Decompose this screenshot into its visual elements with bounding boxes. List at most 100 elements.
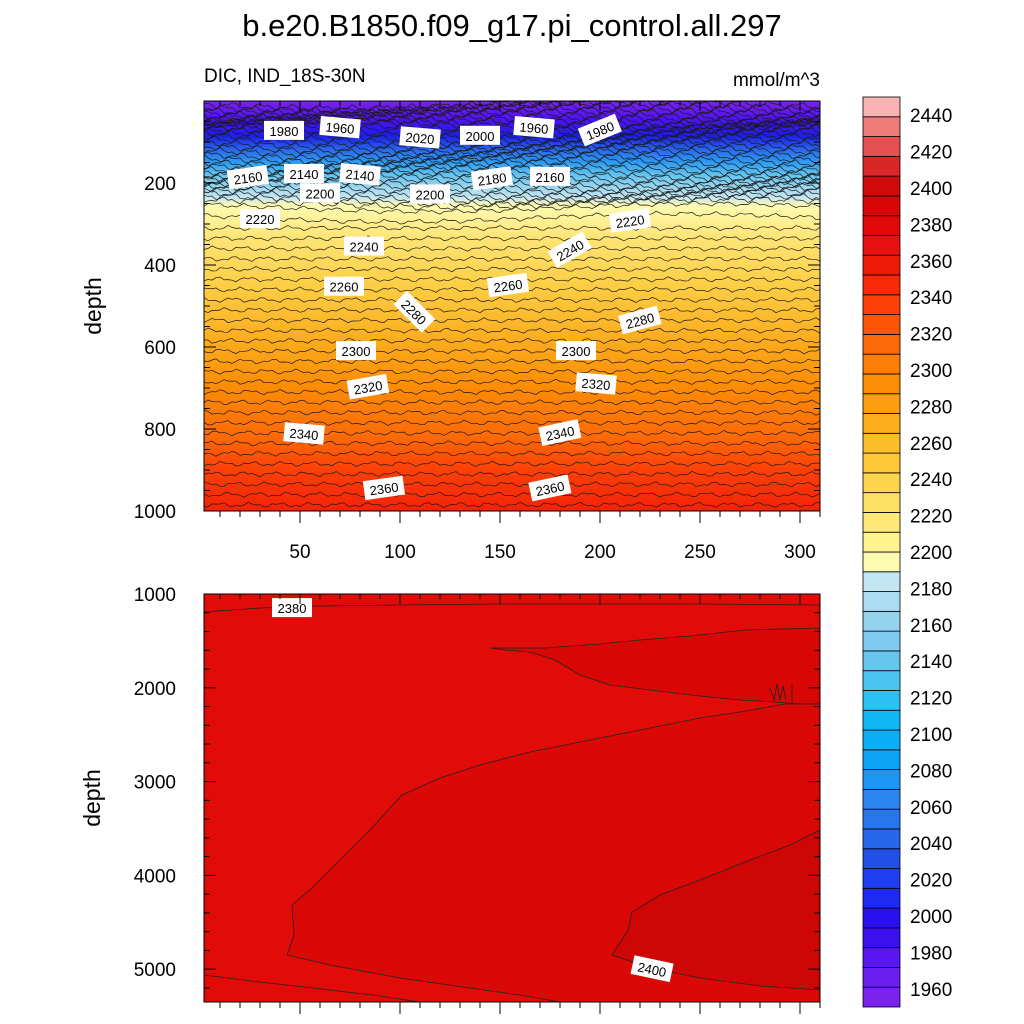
lower-ticks: 1000 2000 3000 4000 5000 (134, 585, 821, 1014)
x-tick-label: 300 (784, 542, 816, 563)
contour-label-box (410, 184, 450, 204)
contour-line (203, 296, 821, 304)
colorbar-box (862, 927, 901, 949)
contour-label-box (344, 236, 384, 256)
x-tick-label: 200 (584, 542, 616, 563)
contour-label-text: 2260 (493, 277, 524, 296)
contour-label-box (547, 231, 592, 268)
contour-label-box (336, 341, 376, 361)
contour-line (203, 101, 821, 117)
upper-y-tick-label: 200 (144, 174, 176, 195)
contour-label-box (528, 474, 572, 502)
contour-label-text: 2220 (246, 212, 275, 227)
lower-y-tick-label: 4000 (134, 866, 176, 887)
colorbar-label: 2320 (910, 325, 952, 346)
contour-line (203, 450, 821, 457)
contour-line (203, 399, 821, 406)
x-tick-label: 150 (484, 542, 516, 563)
upper-plot-fill (204, 101, 820, 511)
lower-panel: 2380 2400 1000 2000 3000 4000 5000 depth (79, 585, 821, 1014)
contour-label: 2300 (336, 341, 376, 361)
lower-contour-labels: 2380 2400 (272, 598, 674, 983)
colorbar-label: 2160 (910, 616, 952, 637)
contour-label: 2180 (470, 166, 514, 191)
contour-label: 2380 (272, 598, 312, 618)
lower-y-axis-title: depth (79, 769, 105, 827)
upper-y-tick-label: 1000 (134, 502, 176, 523)
colorbar-box (862, 788, 901, 810)
colorbar-box (862, 393, 901, 414)
contour-line (203, 491, 821, 498)
x-tick-label: 50 (289, 542, 310, 563)
contour-label: 2280 (618, 305, 662, 335)
colorbar-box (862, 512, 901, 533)
contour-line (203, 419, 821, 426)
x-tick-label: 100 (384, 542, 416, 563)
contour-label-box (319, 115, 361, 139)
contour-label-box (556, 341, 596, 361)
contour-label-box (575, 372, 617, 395)
colorbar-box (862, 254, 901, 276)
contour-line (203, 378, 821, 385)
upper-y-tick-label: 400 (144, 256, 176, 277)
colorbar-label: 2180 (910, 579, 952, 600)
colorbar-box (862, 769, 901, 790)
contour-label-box (470, 166, 514, 191)
colorbar-box (862, 472, 901, 494)
contour-label-box (300, 183, 340, 203)
contour-line (203, 460, 821, 467)
contour-line (203, 409, 821, 416)
contour-label-box (618, 305, 662, 335)
colorbar-box (862, 353, 901, 375)
units-label: mmol/m^3 (733, 70, 820, 91)
colorbar-box (862, 136, 901, 157)
colorbar-label: 2080 (910, 761, 952, 782)
lower-region-2400-deep (611, 829, 821, 991)
contour-label: 1960 (513, 115, 555, 139)
contour-label: 2340 (283, 422, 325, 445)
contour-label: 2360 (362, 475, 406, 501)
contour-label: 2220 (608, 208, 652, 233)
contour-label-box (630, 955, 674, 983)
contour-line (203, 108, 821, 125)
contour-label-box (513, 115, 555, 139)
colorbar-box (862, 155, 901, 177)
variable-label: DIC, IND_18S-30N (204, 66, 366, 87)
contour-label-box (608, 208, 652, 233)
contour-label-text: 2180 (477, 170, 508, 189)
contour-label-box (460, 125, 500, 145)
colorbar-box (862, 650, 901, 672)
contour-label-text: 2000 (466, 129, 495, 144)
colorbar-label: 2140 (910, 652, 952, 673)
colorbar-box (862, 848, 901, 869)
contour-line (203, 255, 821, 262)
contour-label-text: 2260 (330, 280, 359, 295)
contour-label-text: 2200 (416, 188, 445, 203)
contour-label-text: 2220 (615, 212, 646, 231)
lower-contour-bottom-line (203, 974, 421, 1003)
contour-label-text: 2300 (342, 344, 371, 359)
contour-line (203, 111, 821, 127)
contour-label: 1980 (264, 120, 304, 140)
contour-label: 2320 (346, 373, 390, 400)
contour-line (203, 134, 821, 151)
contour-line (203, 347, 821, 355)
contour-label-text: 2160 (536, 170, 565, 185)
contour-label-text: 2360 (534, 479, 565, 500)
colorbar-label: 2280 (910, 397, 952, 418)
contour-label-text: 2360 (369, 479, 400, 498)
contour-line (203, 235, 821, 242)
contour-line (203, 100, 821, 114)
colorbar-boxes (862, 96, 901, 1008)
contour-label-text: 2140 (345, 167, 375, 184)
contour-label-box (283, 422, 325, 445)
colorbar-box (862, 630, 901, 652)
contour-label: 2200 (300, 183, 340, 203)
contour-label-text: 2020 (405, 130, 435, 147)
colorbar-label: 2340 (910, 288, 952, 309)
upper-contour-lines (203, 100, 821, 509)
contour-label-text: 2320 (353, 378, 384, 398)
contour-label-text: 2320 (581, 376, 611, 393)
contour-label-text: 2280 (624, 310, 656, 332)
